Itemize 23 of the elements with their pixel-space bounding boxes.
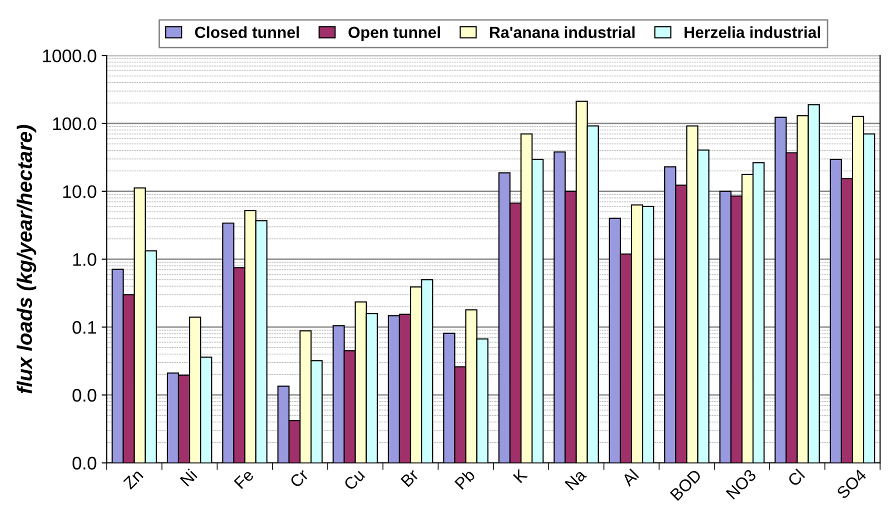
x-tick-label: Cu (343, 468, 366, 491)
x-tick-label: Pb (454, 468, 476, 490)
y-tick-label: 0.0 (72, 388, 96, 402)
x-tick-label: Al (620, 468, 640, 487)
y-tick-label: 0.1 (72, 321, 96, 334)
x-tick-label: Cl (786, 468, 806, 487)
x-tick-label: Na (564, 468, 587, 490)
legend-label: Closed tunnel (195, 26, 299, 38)
legend-label: Herzelia industrial (684, 26, 820, 38)
y-tick-label: 0.0 (72, 456, 96, 470)
x-tick-label: K (512, 468, 528, 484)
y-tick-label: 1.0 (73, 253, 96, 266)
y-tick-label: 100.0 (53, 117, 96, 130)
y-axis-title: flux loads (kg/year/hectare) (16, 124, 36, 394)
y-tick-label: 1000.0 (43, 49, 96, 62)
x-tick-label: Cr (289, 468, 310, 488)
y-tick-label: 10.0 (63, 185, 96, 198)
x-tick-label: Zn (122, 468, 144, 490)
x-tick-label: Ni (179, 468, 198, 486)
legend-label: Open tunnel (348, 26, 440, 42)
x-tick-label: Br (400, 468, 420, 488)
x-tick-label: Fe (234, 468, 254, 490)
legend-label: Ra'anana industrial (490, 26, 635, 38)
